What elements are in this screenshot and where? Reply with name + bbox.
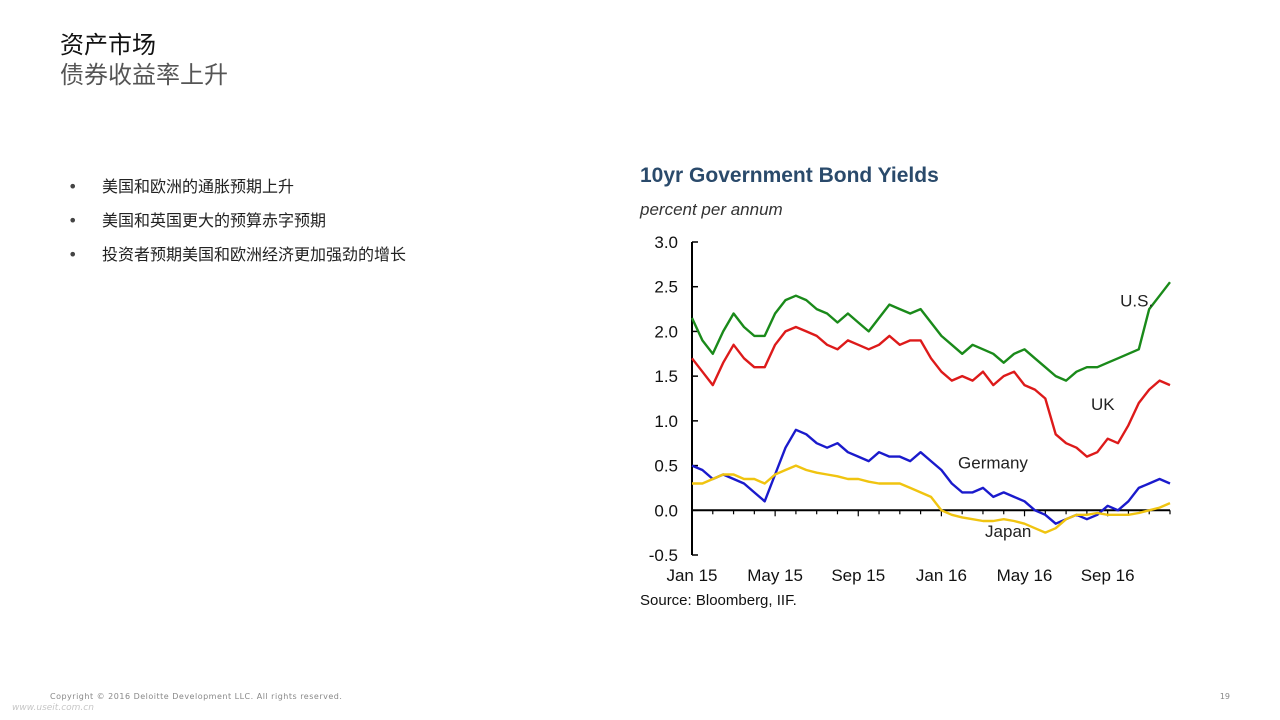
chart-source: Source: Bloomberg, IIF. [640,592,797,609]
page-number: 19 [1219,692,1230,701]
chart-subtitle: percent per annum [640,200,783,219]
bullet-list: • 美国和欧洲的通胀预期上升 • 美国和英国更大的预算赤字预期 • 投资者预期美… [68,170,406,272]
bullet-text: 美国和英国更大的预算赤字预期 [102,211,327,230]
series-line-us [690,281,1171,382]
bullet-dot: • [68,245,78,264]
bullet-dot: • [68,177,78,196]
y-tick-label: 0.0 [654,501,678,520]
bullet-text: 美国和欧洲的通胀预期上升 [102,177,295,196]
bullet-item: • 投资者预期美国和欧洲经济更加强劲的增长 [68,238,406,272]
chart-title: 10yr Government Bond Yields [640,164,939,187]
bullet-item: • 美国和欧洲的通胀预期上升 [68,170,406,204]
footer-watermark: www.useit.com.cn [12,703,94,713]
series-label: UK [1091,395,1115,414]
x-tick-label: Sep 15 [831,566,885,585]
bullet-text: 投资者预期美国和欧洲经济更加强劲的增长 [102,245,407,264]
y-tick-label: 1.0 [654,412,678,431]
series-line-germany [691,428,1171,525]
series-line-japan [692,464,1171,534]
footer-copyright: Copyright © 2016 Deloitte Development LL… [50,692,343,701]
y-tick-label: 0.5 [654,457,678,476]
x-tick-label: Sep 16 [1081,566,1135,585]
series-label: Japan [985,522,1031,541]
y-tick-label: 2.5 [654,278,678,297]
series-label: Germany [958,453,1028,472]
series-label: U.S. [1120,291,1153,310]
x-tick-label: May 15 [747,566,803,585]
y-tick-label: -0.5 [649,546,678,565]
series-line-uk [691,325,1171,458]
x-tick-label: Jan 16 [916,566,967,585]
bond-yield-chart: -0.5 0.0 0.5 1.0 1.5 2.0 2.5 3.0 Jan 15 May 15 Sep… [630,160,1190,620]
y-tick-label: 1.5 [654,367,678,386]
x-tick-label: Jan 15 [666,566,717,585]
y-tick-label: 3.0 [654,233,678,252]
bullet-item: • 美国和英国更大的预算赤字预期 [68,204,406,238]
chart-canvas: -0.5 0.0 0.5 1.0 1.5 2.0 2.5 3.0 Jan 15 May 15 Sep… [649,233,1171,585]
slide-title: 资产市场 [60,31,156,59]
title-block: 资产市场 债券收益率上升 [60,30,228,90]
x-tick-label: May 16 [997,566,1053,585]
bullet-dot: • [68,211,78,230]
y-tick-label: 2.0 [654,322,678,341]
slide-subtitle: 债券收益率上升 [60,61,228,89]
